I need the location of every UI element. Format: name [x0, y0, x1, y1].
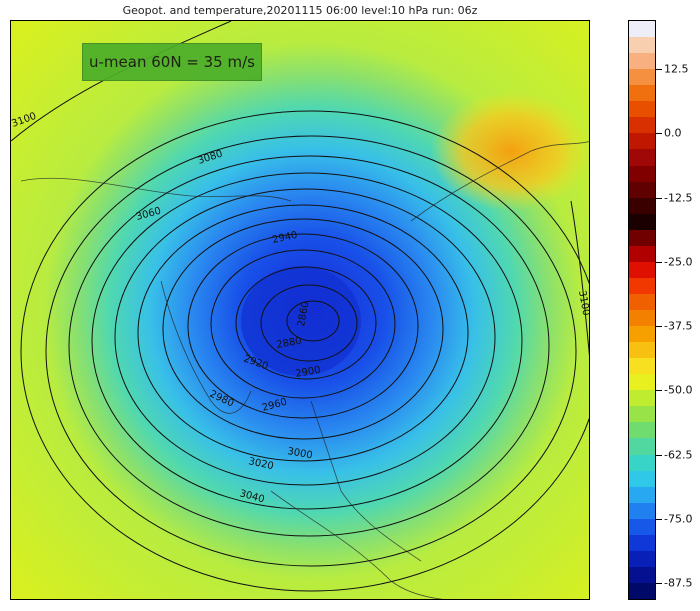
colorbar-tick-label: -25.0: [664, 255, 693, 269]
colorbar-tick: [656, 326, 662, 328]
colorbar-segment: [629, 101, 655, 118]
colorbar-segment: [629, 406, 655, 423]
contour-3080: [20, 110, 589, 592]
colorbar-tick: [656, 133, 662, 135]
contour-2980: [137, 204, 469, 462]
colorbar-segment: [629, 390, 655, 407]
colorbar-segment: [629, 374, 655, 391]
colorbar-segment: [629, 133, 655, 150]
colorbar-segment: [629, 566, 655, 584]
colorbar-segment: [629, 422, 655, 439]
temperature-map: 3100 3080 3060 3040 3020 3000 2980 2960 …: [10, 20, 590, 600]
colorbar-tick-label: -75.0: [664, 512, 693, 526]
colorbar-segment: [629, 117, 655, 134]
colorbar-tick-label: -62.5: [664, 448, 693, 461]
colorbar-segment: [629, 213, 655, 231]
contour-2920: [210, 249, 396, 399]
colorbar-tick: [656, 518, 662, 520]
contour-3060: [45, 135, 577, 567]
colorbar-tick: [656, 197, 662, 199]
colorbar-tick: [656, 390, 662, 392]
coastlines: [20, 141, 589, 599]
colorbar-segment: [629, 197, 655, 215]
contour-3100-east: [570, 200, 589, 356]
colorbar-tick-label: 12.5: [664, 62, 689, 76]
colorbar-tick-label: -12.5: [664, 191, 693, 205]
colorbar-segment: [629, 149, 655, 166]
coastline-north-america: [20, 177, 292, 202]
coastline-scandinavia: [310, 400, 422, 562]
contour-2860: [286, 300, 340, 342]
contour-label-3020: 3020: [247, 456, 274, 472]
colorbar-segment: [629, 261, 655, 279]
colorbar-segment: [629, 518, 655, 536]
contour-label-2880: 2880: [276, 336, 303, 351]
contour-label-3100-east: 3100: [576, 290, 590, 317]
colorbar-segment: [629, 293, 655, 311]
colorbar-segment: [629, 454, 655, 472]
colorbar-segment: [629, 326, 655, 343]
colorbar-tick: [656, 261, 662, 263]
colorbar-segment: [629, 486, 655, 504]
map-title: Geopot. and temperature,20201115 06:00 l…: [122, 4, 478, 17]
coastline-europe: [270, 490, 444, 599]
colorbar-segment: [629, 582, 655, 600]
umean-box: u-mean 60N = 35 m/s: [82, 43, 262, 81]
colorbar-segment: [629, 358, 655, 375]
colorbar-segment: [629, 37, 655, 54]
colorbar-segment: [629, 53, 655, 70]
colorbar-segment: [629, 21, 655, 38]
colorbar-segment: [629, 69, 655, 86]
contour-2900: [235, 266, 377, 380]
colorbar-segment: [629, 85, 655, 102]
colorbar-tick-label: -87.5: [664, 576, 693, 590]
colorbar-segment: [629, 229, 655, 247]
contour-2940: [187, 233, 419, 419]
colorbar-segment: [629, 310, 655, 327]
contour-label-3000: 3000: [286, 446, 313, 461]
coastline-siberia: [410, 141, 589, 222]
colorbar-segment: [629, 438, 655, 455]
contour-2880: [260, 284, 358, 362]
contour-label-2860: 2860: [296, 301, 311, 328]
contour-label-2940: 2940: [271, 230, 298, 246]
colorbar-tick: [656, 454, 662, 456]
temperature-colorbar: [628, 20, 656, 600]
contour-label-2900: 2900: [295, 365, 322, 380]
colorbar-segment: [629, 245, 655, 263]
colorbar-segment: [629, 342, 655, 359]
colorbar-tick-label: -37.5: [664, 319, 693, 333]
colorbar-segment: [629, 165, 655, 183]
colorbar-segment: [629, 470, 655, 488]
colorbar-segment: [629, 534, 655, 552]
warm-anomaly-northeast: [431, 91, 589, 211]
map-canvas: 3100 3080 3060 3040 3020 3000 2980 2960 …: [11, 21, 590, 599]
cold-core: [241, 266, 361, 376]
colorbar-tick-label: -50.0: [664, 383, 693, 397]
colorbar-segment: [629, 277, 655, 295]
colorbar-tick: [656, 69, 662, 71]
contour-3020: [91, 172, 523, 510]
colorbar-segment: [629, 550, 655, 568]
contour-3000: [114, 188, 496, 486]
colorbar-tick-label: 0.0: [664, 126, 682, 140]
colorbar-segment: [629, 502, 655, 520]
contour-3040: [68, 155, 550, 537]
colorbar-segment: [629, 181, 655, 199]
coastline-greenland: [160, 280, 252, 414]
colorbar-tick: [656, 582, 662, 584]
contour-2960: [162, 218, 444, 440]
